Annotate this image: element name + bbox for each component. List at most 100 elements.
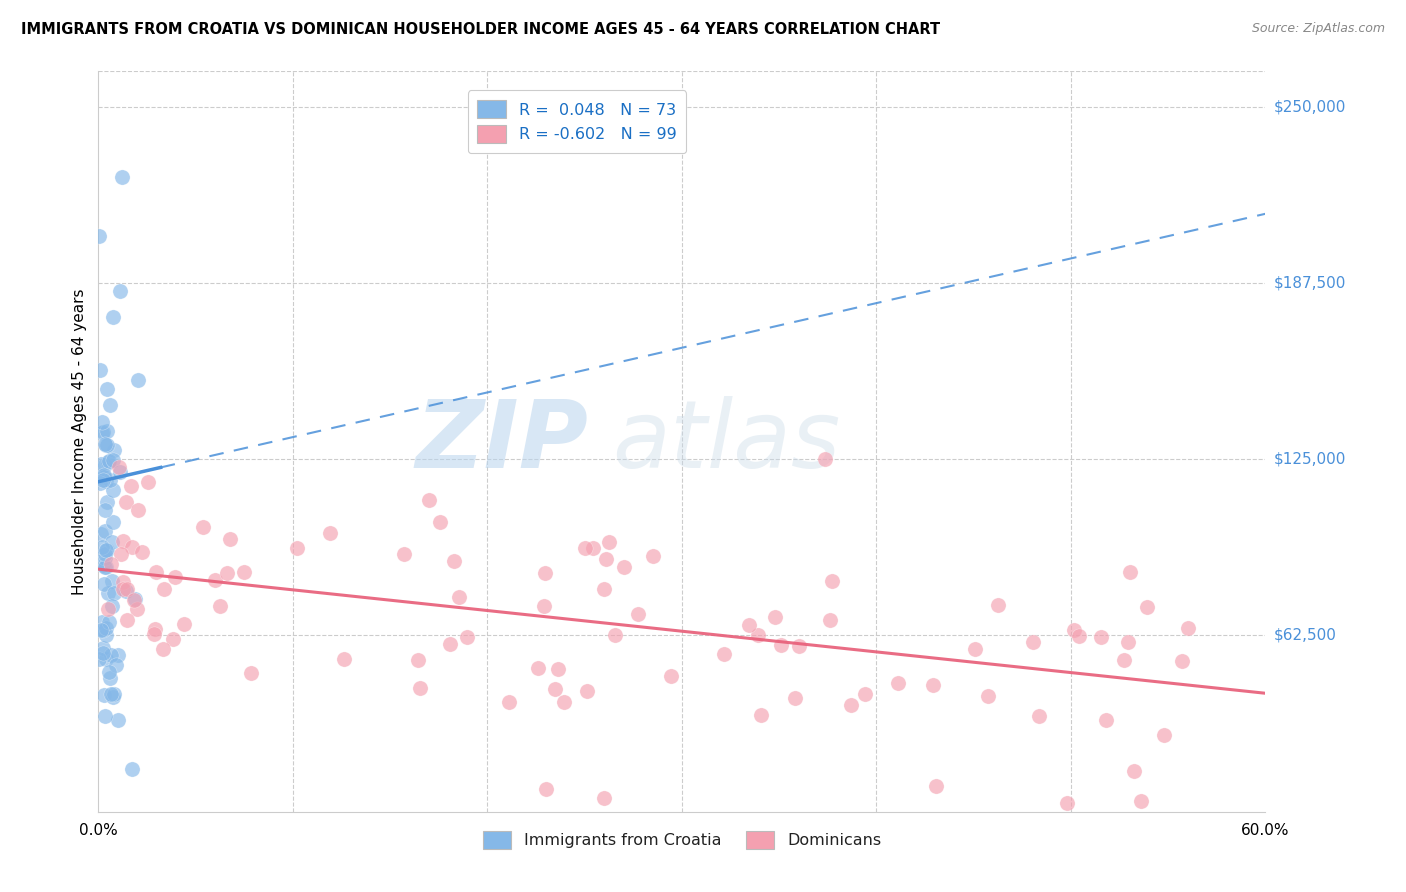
Point bbox=[598, 535, 620, 549]
Point bbox=[145, 565, 167, 579]
Point bbox=[593, 582, 616, 597]
Text: Source: ZipAtlas.com: Source: ZipAtlas.com bbox=[1251, 22, 1385, 36]
Point bbox=[112, 533, 135, 548]
Point bbox=[1090, 630, 1112, 644]
Point bbox=[595, 551, 617, 566]
Point bbox=[90, 457, 112, 471]
Point bbox=[1177, 621, 1199, 635]
Point bbox=[108, 459, 131, 474]
Point bbox=[91, 615, 114, 629]
Point bbox=[93, 623, 115, 637]
Point bbox=[94, 652, 117, 666]
Point bbox=[89, 363, 111, 377]
Point bbox=[93, 437, 115, 451]
Point bbox=[111, 582, 134, 596]
Point bbox=[89, 476, 111, 491]
Point bbox=[152, 641, 174, 656]
Point bbox=[219, 533, 242, 547]
Point bbox=[208, 599, 231, 613]
Point bbox=[114, 495, 136, 509]
Point bbox=[127, 373, 149, 387]
Point bbox=[193, 520, 215, 534]
Point bbox=[110, 284, 132, 298]
Point bbox=[94, 559, 117, 574]
Point bbox=[91, 640, 114, 655]
Point bbox=[96, 382, 118, 396]
Point bbox=[1063, 623, 1085, 637]
Point bbox=[738, 618, 761, 632]
Point bbox=[94, 560, 117, 574]
Point bbox=[593, 790, 616, 805]
Point bbox=[439, 637, 461, 651]
Point bbox=[108, 465, 131, 479]
Point bbox=[1056, 797, 1078, 811]
Point bbox=[409, 681, 432, 695]
Text: $62,500: $62,500 bbox=[1274, 628, 1337, 643]
Point bbox=[124, 593, 146, 607]
Point bbox=[107, 714, 129, 728]
Point bbox=[887, 676, 910, 690]
Point bbox=[91, 426, 114, 441]
Point bbox=[97, 665, 120, 679]
Point bbox=[394, 547, 416, 561]
Point bbox=[100, 557, 122, 571]
Point bbox=[107, 648, 129, 662]
Point bbox=[110, 547, 132, 561]
Point bbox=[603, 628, 626, 642]
Point bbox=[94, 709, 117, 723]
Point bbox=[136, 475, 159, 489]
Point bbox=[977, 690, 1000, 704]
Point bbox=[641, 549, 664, 564]
Point bbox=[91, 474, 114, 488]
Point bbox=[769, 638, 792, 652]
Point bbox=[105, 658, 128, 673]
Point bbox=[103, 586, 125, 600]
Point bbox=[96, 542, 118, 557]
Point bbox=[98, 473, 121, 487]
Point bbox=[94, 524, 117, 538]
Point bbox=[814, 452, 837, 467]
Point bbox=[544, 681, 567, 696]
Point bbox=[153, 582, 176, 596]
Point bbox=[90, 470, 112, 484]
Point bbox=[101, 690, 124, 704]
Point bbox=[145, 622, 167, 636]
Point bbox=[749, 707, 772, 722]
Point bbox=[553, 695, 575, 709]
Point bbox=[94, 542, 117, 557]
Point bbox=[1069, 629, 1091, 643]
Point bbox=[332, 652, 354, 666]
Legend: Immigrants from Croatia, Dominicans: Immigrants from Croatia, Dominicans bbox=[477, 824, 887, 855]
Point bbox=[103, 687, 125, 701]
Point bbox=[87, 652, 110, 666]
Point bbox=[1118, 565, 1140, 579]
Point bbox=[232, 566, 254, 580]
Point bbox=[285, 541, 308, 555]
Point bbox=[101, 599, 124, 613]
Point bbox=[576, 684, 599, 698]
Point bbox=[1153, 728, 1175, 742]
Point bbox=[1022, 635, 1045, 649]
Point bbox=[91, 425, 114, 439]
Point bbox=[93, 503, 115, 517]
Point bbox=[1122, 764, 1144, 778]
Point bbox=[533, 566, 555, 580]
Point bbox=[204, 573, 226, 587]
Point bbox=[987, 599, 1010, 613]
Point bbox=[94, 438, 117, 452]
Point bbox=[94, 474, 117, 488]
Point bbox=[98, 398, 121, 412]
Point bbox=[429, 515, 451, 529]
Point bbox=[418, 493, 440, 508]
Text: $125,000: $125,000 bbox=[1274, 451, 1346, 467]
Point bbox=[127, 601, 149, 615]
Point bbox=[94, 621, 117, 635]
Point bbox=[91, 558, 114, 572]
Point bbox=[406, 653, 429, 667]
Point bbox=[115, 582, 138, 597]
Text: ZIP: ZIP bbox=[416, 395, 589, 488]
Point bbox=[91, 646, 114, 660]
Point bbox=[94, 628, 117, 642]
Point bbox=[98, 453, 121, 467]
Point bbox=[162, 632, 184, 646]
